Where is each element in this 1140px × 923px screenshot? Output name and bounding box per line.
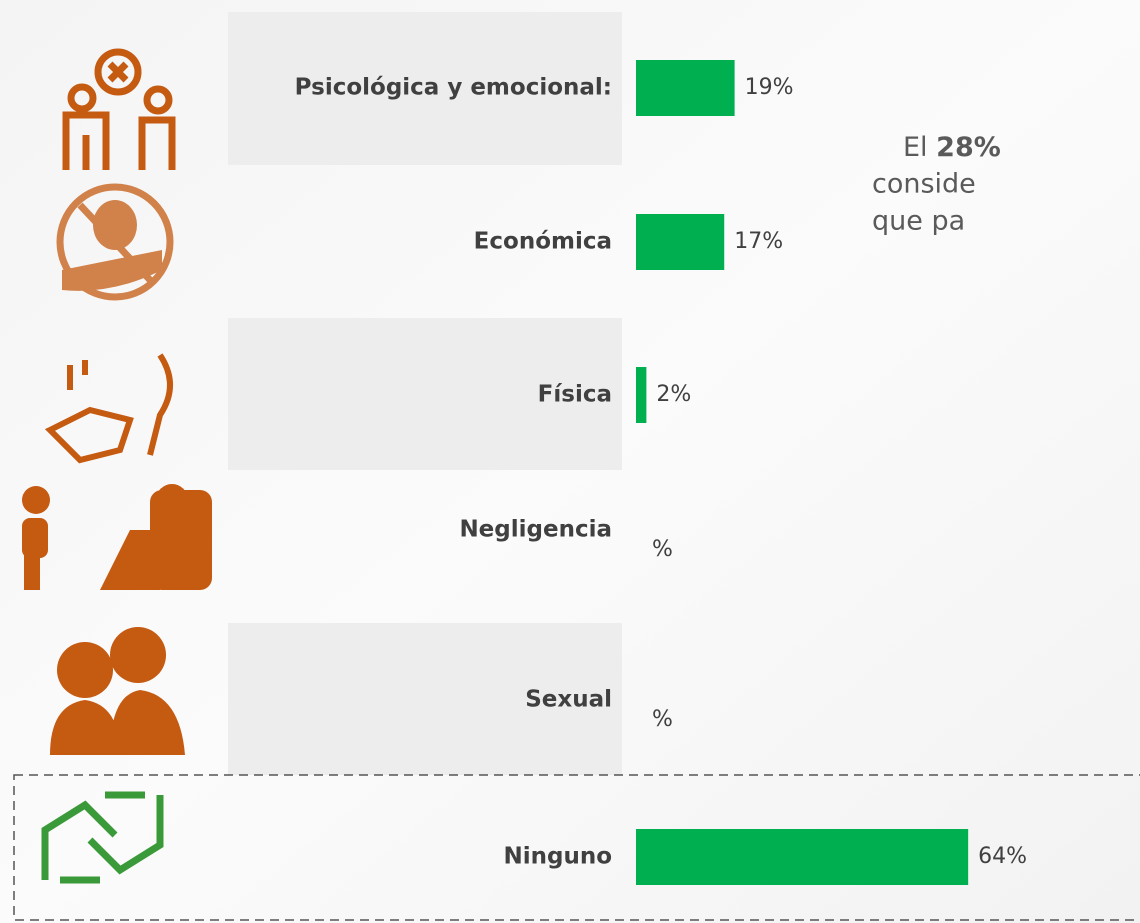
bar [636,367,647,423]
note-text: El [903,132,936,163]
row-band [228,318,622,470]
row-band [228,12,622,165]
category-label: Ninguno [503,844,612,870]
bar [636,214,725,270]
value-label: 17% [734,229,783,254]
value-label: 19% [745,75,794,100]
note-line: que pa [872,206,965,237]
icon-physical [44,353,173,464]
category-label: Sexual [525,687,612,713]
value-label: % [652,707,673,732]
value-label: 64% [978,844,1027,869]
category-label: Psicológica y emocional: [295,75,612,101]
icon-neglect [22,484,212,590]
value-label: % [652,537,673,562]
bar [636,829,969,885]
highlight-box [13,774,1140,921]
icons [22,48,212,884]
row-band [228,623,622,775]
note-highlight: 28% [936,132,1001,163]
category-label: Económica [474,229,612,255]
icon-sexual [50,627,185,755]
note-line: El 28% [903,132,1001,163]
category-label: Física [538,382,612,408]
icon-none [41,791,164,884]
bar [636,60,735,116]
category-label: Negligencia [459,517,612,543]
icon-psychological [62,48,176,170]
icon-economic [56,183,174,301]
note-line: conside [872,169,976,200]
value-label: 2% [656,382,691,407]
